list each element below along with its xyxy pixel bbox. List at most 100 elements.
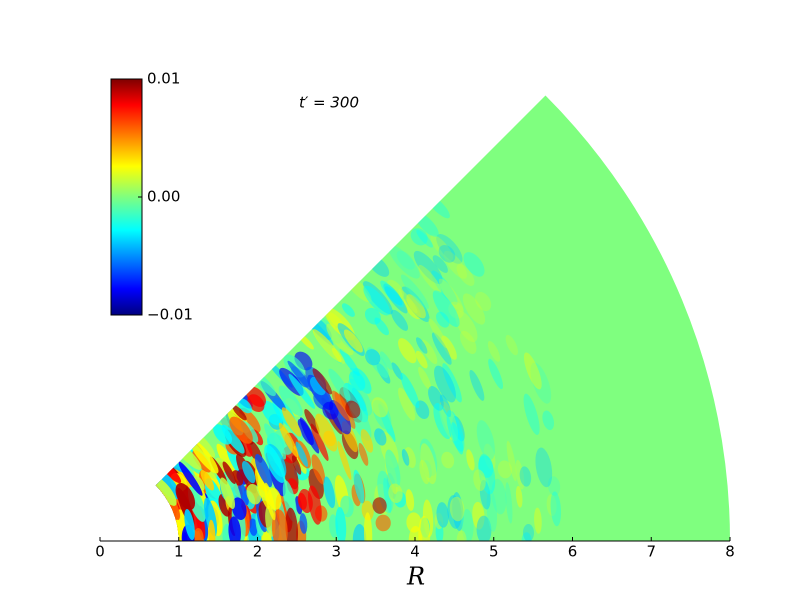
x-tick-label: 2 bbox=[253, 543, 263, 561]
field-blob bbox=[400, 274, 429, 309]
field-blob bbox=[446, 410, 465, 452]
field-blob bbox=[238, 482, 249, 506]
field-blob bbox=[462, 293, 486, 325]
field-blob bbox=[328, 368, 351, 401]
x-tick-label: 1 bbox=[174, 543, 184, 561]
field-blob bbox=[388, 245, 420, 279]
field-blob bbox=[547, 476, 561, 496]
field-blob bbox=[476, 515, 492, 541]
field-blob bbox=[442, 363, 462, 403]
field-blob bbox=[261, 400, 283, 426]
field-blob bbox=[486, 489, 498, 532]
field-blob bbox=[310, 423, 329, 461]
field-blob bbox=[473, 469, 486, 492]
field-blob bbox=[433, 403, 452, 439]
field-blob bbox=[383, 283, 403, 306]
field-blob bbox=[410, 228, 428, 246]
field-blob bbox=[363, 512, 373, 541]
field-blob bbox=[232, 405, 247, 421]
field-blob bbox=[299, 417, 320, 454]
field-blob bbox=[428, 318, 448, 349]
field-blob bbox=[335, 506, 347, 541]
x-tick-label: 3 bbox=[331, 543, 341, 561]
field-blob bbox=[385, 449, 401, 488]
field-blob bbox=[246, 386, 266, 407]
field-blob bbox=[443, 250, 467, 279]
x-tick-label: 4 bbox=[410, 543, 420, 561]
field-blob bbox=[375, 514, 391, 532]
field-blob bbox=[483, 443, 496, 471]
field-blob bbox=[326, 323, 354, 356]
colorbar-tick-label: 0.01 bbox=[147, 70, 180, 88]
field-blob bbox=[466, 449, 475, 471]
field-blob bbox=[348, 371, 366, 391]
x-tick-label: 6 bbox=[568, 543, 578, 561]
field-blob bbox=[487, 340, 501, 362]
field-blob bbox=[459, 330, 477, 354]
field-blob bbox=[264, 444, 286, 483]
field-blob bbox=[469, 369, 485, 401]
field-blob bbox=[155, 477, 177, 506]
field-blob bbox=[384, 286, 408, 314]
field-blob bbox=[418, 515, 431, 541]
field-blob bbox=[287, 360, 314, 393]
field-blob bbox=[391, 362, 403, 380]
field-blob bbox=[431, 332, 452, 365]
field-blob bbox=[448, 301, 464, 319]
field-blob bbox=[365, 349, 381, 366]
field-blob bbox=[396, 250, 415, 270]
field-blob bbox=[304, 409, 320, 434]
field-blob bbox=[228, 516, 241, 541]
field-blob bbox=[534, 507, 542, 534]
field-blob bbox=[519, 466, 532, 487]
field-blob bbox=[345, 400, 361, 419]
field-blob bbox=[406, 294, 426, 319]
field-blob bbox=[341, 303, 355, 317]
field-blob bbox=[472, 501, 485, 530]
field-blob bbox=[515, 485, 523, 508]
field-blob bbox=[421, 339, 438, 365]
field-blob bbox=[406, 512, 422, 533]
field-blob bbox=[523, 352, 542, 390]
field-blob bbox=[546, 494, 557, 517]
field-blob bbox=[278, 422, 299, 458]
field-blob bbox=[405, 489, 415, 511]
plot-area bbox=[155, 95, 730, 541]
field-blob bbox=[361, 500, 374, 521]
field-blob bbox=[360, 429, 374, 453]
field-blob bbox=[535, 447, 553, 488]
field-blob bbox=[456, 264, 475, 286]
field-blob bbox=[189, 439, 219, 474]
field-blob bbox=[416, 229, 433, 248]
x-tick-label: 5 bbox=[489, 543, 499, 561]
field-texture bbox=[155, 194, 562, 541]
field-blob bbox=[432, 290, 460, 328]
annotation: t′ = 300 bbox=[299, 94, 359, 112]
field-blob bbox=[264, 482, 276, 521]
field-blob bbox=[401, 449, 410, 466]
field-blob bbox=[353, 469, 365, 504]
field-blob bbox=[388, 483, 403, 504]
field-blob bbox=[478, 455, 494, 478]
field-blob bbox=[358, 442, 369, 466]
field-blob bbox=[506, 440, 517, 482]
colorbar-tick-label: −0.01 bbox=[147, 306, 193, 324]
field-blob bbox=[231, 497, 247, 521]
field-blob bbox=[416, 337, 428, 354]
field-blob bbox=[352, 524, 367, 541]
field-blob bbox=[434, 365, 456, 403]
field-blob bbox=[441, 335, 457, 360]
field-blob bbox=[308, 485, 322, 525]
field-blob bbox=[242, 460, 256, 484]
field-blob bbox=[246, 483, 262, 505]
x-tick-label: 8 bbox=[725, 543, 735, 561]
field-blob bbox=[436, 311, 450, 328]
field-blob bbox=[505, 334, 518, 356]
field-blob bbox=[387, 279, 405, 299]
field-blob bbox=[312, 368, 333, 395]
x-tick-label: 0 bbox=[95, 543, 105, 561]
field-blob bbox=[413, 250, 443, 285]
field-blob bbox=[481, 473, 490, 493]
field-blob bbox=[337, 440, 352, 480]
